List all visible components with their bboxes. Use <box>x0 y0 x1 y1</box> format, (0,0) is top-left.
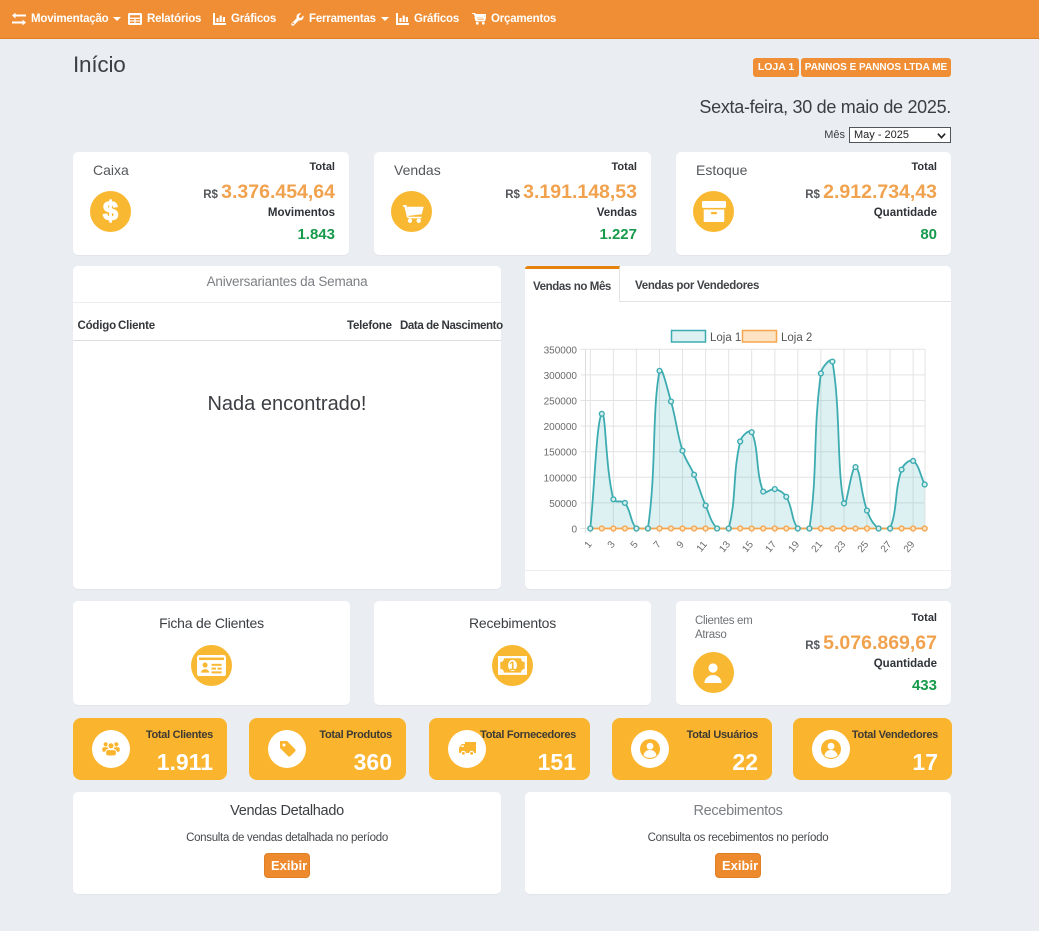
svg-text:5: 5 <box>629 539 641 551</box>
svg-text:150000: 150000 <box>544 448 578 459</box>
svg-text:300000: 300000 <box>544 371 578 382</box>
svg-text:Loja 1: Loja 1 <box>710 332 741 344</box>
svg-text:50000: 50000 <box>549 499 577 510</box>
svg-text:13: 13 <box>717 539 733 555</box>
svg-text:21: 21 <box>810 539 826 555</box>
svg-text:17: 17 <box>764 539 780 555</box>
svg-text:7: 7 <box>652 539 664 551</box>
svg-text:200000: 200000 <box>544 422 578 433</box>
svg-text:27: 27 <box>879 539 895 555</box>
svg-text:19: 19 <box>787 539 803 555</box>
svg-text:29: 29 <box>902 539 918 555</box>
svg-text:3: 3 <box>606 539 618 551</box>
svg-text:1: 1 <box>509 659 516 673</box>
svg-text:9: 9 <box>675 539 687 551</box>
svg-text:15: 15 <box>740 539 756 555</box>
svg-text:250000: 250000 <box>544 397 578 408</box>
svg-text:23: 23 <box>833 539 849 555</box>
svg-text:100000: 100000 <box>544 473 578 484</box>
svg-text:0: 0 <box>571 525 577 536</box>
svg-text:25: 25 <box>856 539 872 555</box>
svg-text:Loja 2: Loja 2 <box>781 332 812 344</box>
svg-text:11: 11 <box>695 539 710 554</box>
svg-text:350000: 350000 <box>544 345 578 356</box>
svg-text:1: 1 <box>583 539 595 551</box>
